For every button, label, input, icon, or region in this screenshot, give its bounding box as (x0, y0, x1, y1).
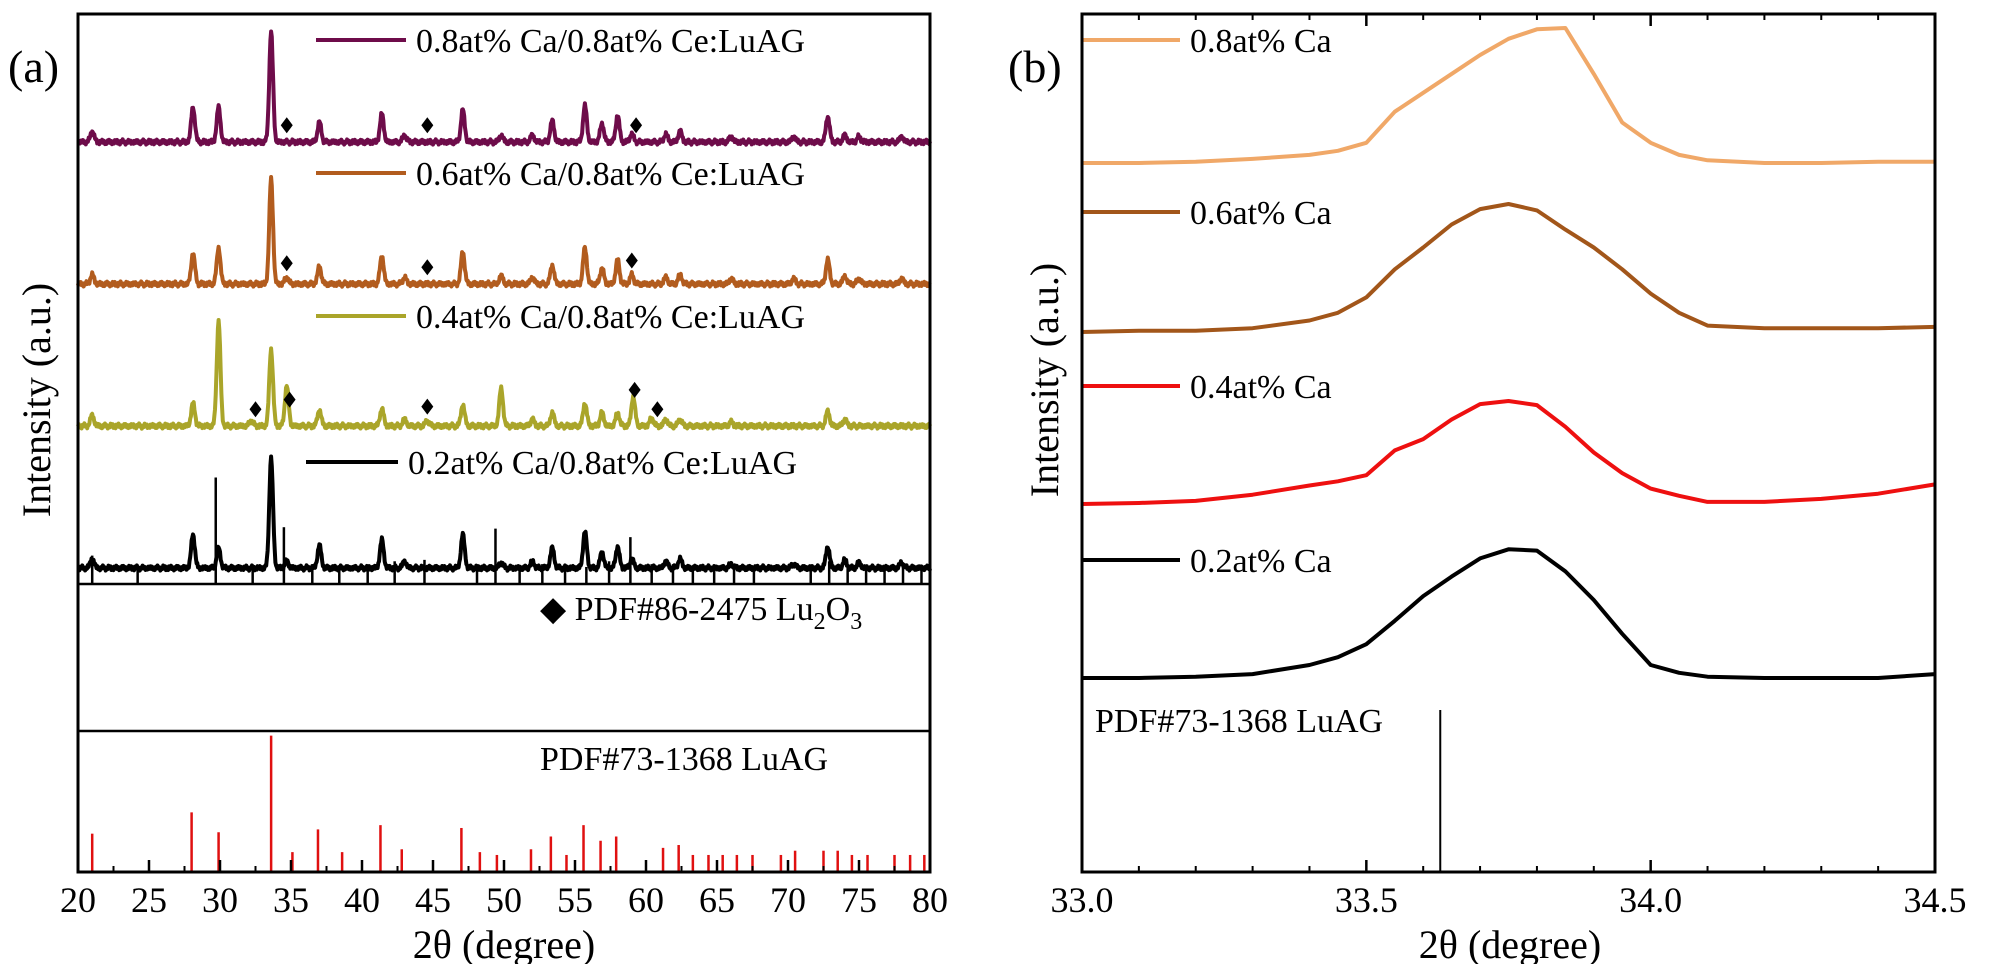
panel-b-series (1081, 26, 1936, 680)
lu2o3-peak-marker (249, 401, 262, 418)
panel-b-chart: (b) 0.8at% Ca 0.6at% Ca 0.4at% Ca 0.2at% Ca… (1008, 12, 1967, 964)
x-tick-label: 70 (770, 880, 806, 920)
lu2o3-peak-marker (421, 259, 434, 276)
panel-b-reference-label: PDF#73-1368 LuAG (1095, 703, 1383, 740)
lu2o3-reference-label: ◆ PDF#86-2475 Lu2O3 (540, 591, 862, 635)
panel-b-x-ticks: 33.0 33.5 34.0 34.5 (1051, 14, 1967, 920)
x-tick-label: 20 (60, 880, 96, 920)
panel-a-chart: (a) 0.8at% Ca/0.8at% Ce:LuAG 0.6at% Ca/0.… (8, 12, 948, 964)
luag-reference-label: PDF#73-1368 LuAG (540, 741, 828, 778)
x-tick-label: 45 (415, 880, 451, 920)
panel-b-label: (b) (1008, 41, 1062, 92)
legend-entry-label: 0.6at% Ca (1190, 195, 1332, 232)
panel-b-frame (1080, 12, 1937, 874)
lu2o3-peak-marker (283, 391, 296, 408)
x-tick-label: 34.5 (1904, 880, 1967, 920)
x-tick-label: 25 (131, 880, 167, 920)
panel-a-series (76, 29, 932, 573)
x-tick-label: 35 (273, 880, 309, 920)
xrd-zoom-line (1082, 26, 1935, 165)
x-tick-label: 55 (557, 880, 593, 920)
xrd-zoom-line (1081, 399, 1936, 506)
xrd-zoom-line (1081, 202, 1936, 334)
lu2o3-peak-marker (628, 381, 641, 398)
lu2o3-peak-marker (280, 117, 293, 134)
x-tick-label: 33.5 (1335, 880, 1398, 920)
x-tick-label: 34.0 (1619, 880, 1682, 920)
x-tick-label: 80 (912, 880, 948, 920)
xrd-pattern-line (76, 175, 932, 289)
legend-entry-label: 0.6at% Ca/0.8at% Ce:LuAG (416, 156, 805, 193)
x-tick-label: 75 (841, 880, 877, 920)
legend-entry-label: 0.4at% Ca (1190, 369, 1332, 406)
lu2o3-peak-marker (651, 401, 664, 418)
xrd-pattern-line (76, 454, 932, 573)
legend-entry-label: 0.8at% Ca (1190, 23, 1332, 60)
lu2o3-peak-marker (421, 117, 434, 134)
panel-a-x-axis-title: 2θ (degree) (413, 922, 595, 964)
legend-entry-label: 0.8at% Ca/0.8at% Ce:LuAG (416, 23, 805, 60)
legend-entry-label: 0.2at% Ca (1190, 543, 1332, 580)
x-tick-label: 50 (486, 880, 522, 920)
panel-b-legend: 0.8at% Ca 0.6at% Ca 0.4at% Ca 0.2at% Ca (1082, 23, 1332, 580)
x-tick-label: 65 (699, 880, 735, 920)
lu2o3-peak-marker (625, 252, 638, 269)
lu2o3-peak-marker (630, 117, 643, 134)
panel-a-reference-patterns (90, 477, 926, 872)
x-tick-label: 60 (628, 880, 664, 920)
xrd-zoom-line (1082, 547, 1936, 680)
x-tick-label: 33.0 (1051, 880, 1114, 920)
panel-a-legend: 0.8at% Ca/0.8at% Ce:LuAG 0.6at% Ca/0.8at%… (306, 23, 805, 482)
panel-a-x-ticks: 20 25 30 35 40 45 50 55 60 65 70 75 80 (60, 860, 948, 920)
panel-a-label: (a) (8, 41, 59, 92)
x-tick-label: 40 (344, 880, 380, 920)
panel-a-y-axis-title: Intensity (a.u.) (14, 283, 59, 517)
xrd-pattern-line (76, 29, 932, 147)
lu2o3-peak-marker (421, 398, 434, 415)
x-tick-label: 30 (202, 880, 238, 920)
panel-b-y-axis-title: Intensity (a.u.) (1022, 263, 1067, 497)
legend-entry-label: 0.2at% Ca/0.8at% Ce:LuAG (408, 445, 797, 482)
panel-b-x-axis-title: 2θ (degree) (1419, 922, 1601, 964)
lu2o3-peak-marker (280, 255, 293, 272)
xrd-pattern-line (76, 318, 932, 431)
legend-entry-label: 0.4at% Ca/0.8at% Ce:LuAG (416, 299, 805, 336)
